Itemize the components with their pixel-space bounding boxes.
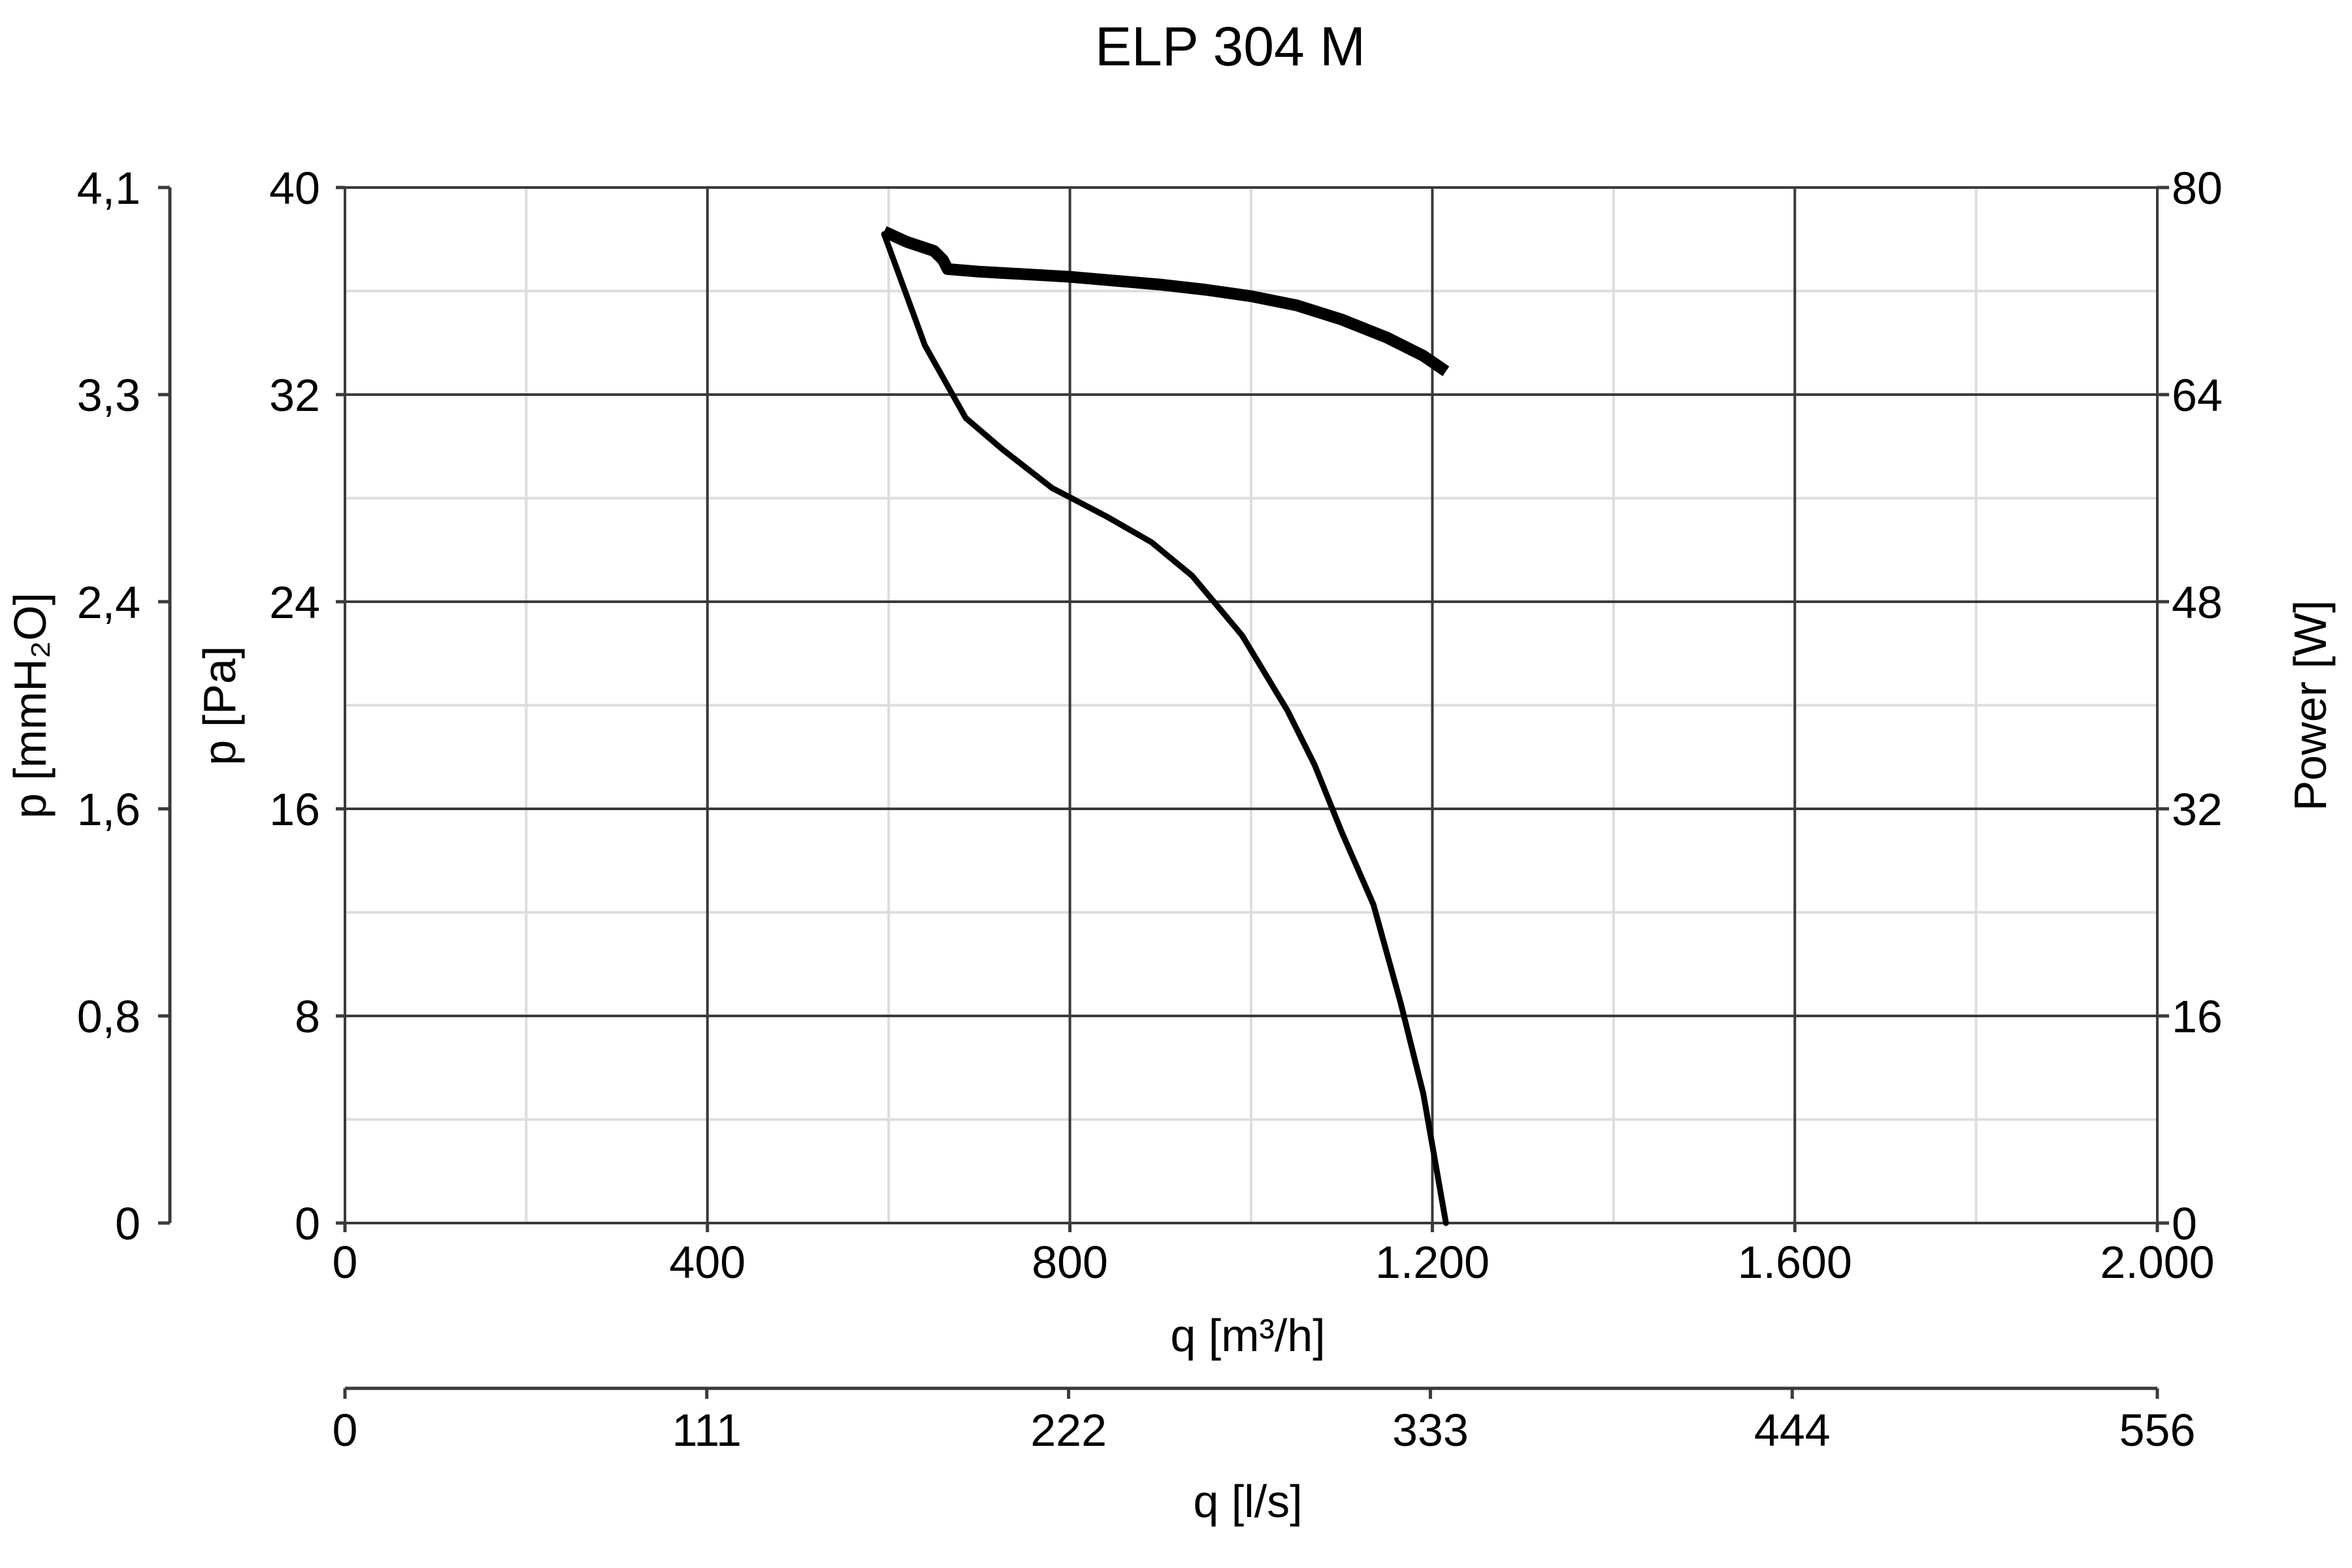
axes: [158, 186, 2169, 1399]
y2-axis-title-power: Power [W]: [2285, 600, 2336, 811]
y2-tick-label: 48: [2172, 577, 2223, 628]
x2-tick-label: 333: [1392, 1405, 1469, 1456]
mmh2o-tick-label: 0,8: [77, 991, 140, 1042]
y-tick-label: 16: [269, 784, 320, 835]
y-axis-title-pa: p [Pa]: [194, 646, 245, 766]
x-tick-label: 0: [333, 1237, 358, 1288]
chart-title: ELP 304 M: [1095, 16, 1365, 77]
y-tick-label: 40: [269, 163, 320, 214]
x2-tick-label: 0: [333, 1405, 358, 1456]
x2-tick-label: 222: [1030, 1405, 1107, 1456]
x2-tick-label: 444: [1754, 1405, 1831, 1456]
mmh2o-tick-label: 4,1: [77, 163, 140, 214]
y-tick-label: 24: [269, 577, 320, 628]
x-tick-label: 1.600: [1738, 1237, 1852, 1288]
mmh2o-tick-label: 0: [115, 1198, 140, 1249]
tick-labels: 0 400 800 1.200 1.600 2.000081624324001632486…: [77, 163, 2223, 1456]
y2-tick-label: 32: [2172, 784, 2223, 835]
pressure-curve: [881, 231, 1449, 1226]
y2-tick-label: 16: [2172, 991, 2223, 1042]
y2-tick-label: 64: [2172, 370, 2223, 421]
x-tick-label: 2.000: [2100, 1237, 2214, 1288]
series: [881, 226, 1450, 1226]
x2-tick-label: 556: [2119, 1405, 2196, 1456]
power-curve: [881, 226, 1450, 376]
x-tick-label: 1.200: [1375, 1237, 1490, 1288]
x2-tick-label: 111: [672, 1405, 742, 1456]
y-tick-label: 32: [269, 370, 320, 421]
grid: [344, 186, 2159, 1224]
x-tick-label: 400: [669, 1237, 745, 1288]
mmh2o-tick-label: 2,4: [77, 577, 140, 628]
y2-tick-label: 80: [2172, 163, 2223, 214]
x2-axis-title: q [l/s]: [1193, 1476, 1302, 1527]
y-tick-label: 8: [295, 991, 320, 1042]
y-tick-label: 0: [295, 1198, 320, 1249]
y-axis-title-mmh2o: p [mmH₂O]: [5, 593, 56, 819]
mmh2o-tick-label: 1,6: [77, 784, 140, 835]
mmh2o-tick-label: 3,3: [77, 370, 140, 421]
y2-tick-label: 0: [2172, 1198, 2197, 1249]
x-tick-label: 800: [1032, 1237, 1108, 1288]
x-axis-title: q [m³/h]: [1170, 1310, 1325, 1361]
